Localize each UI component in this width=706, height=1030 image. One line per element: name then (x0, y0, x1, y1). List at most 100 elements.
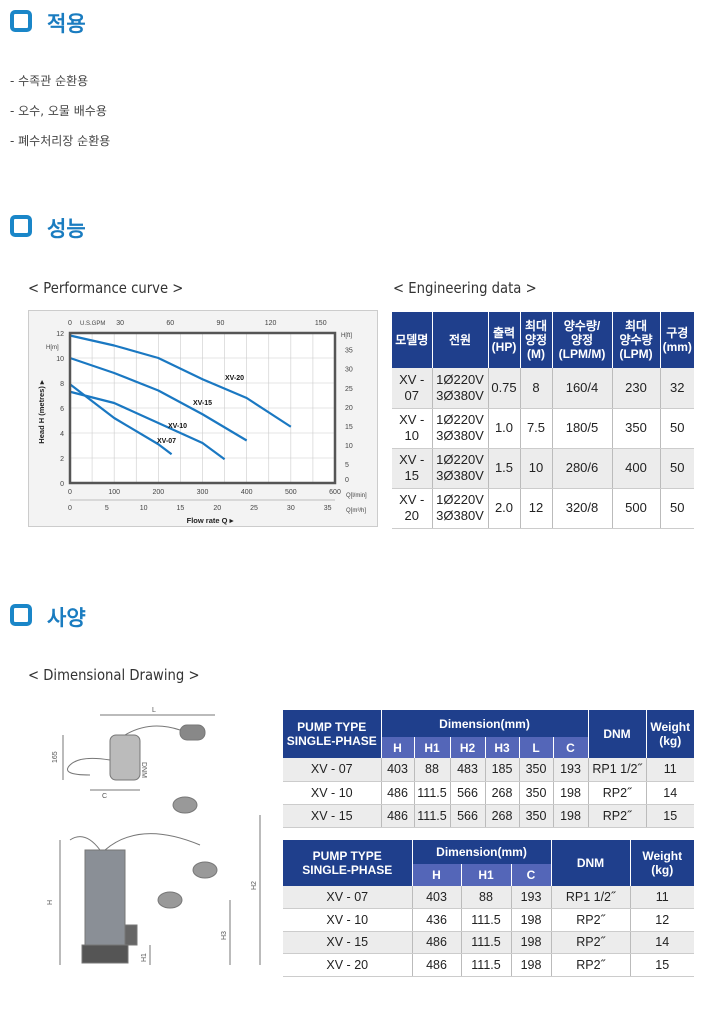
table-cell: 230 (612, 368, 661, 409)
dimension-column-header: H1 (414, 737, 451, 758)
column-header: 양수량/ 양정 (LPM/M) (552, 312, 613, 368)
table-cell: 111.5 (461, 931, 512, 954)
table-cell: 0.75 (488, 368, 521, 409)
table-cell: 350 (519, 781, 554, 805)
table-cell: 1Ø220V 3Ø380V (432, 488, 489, 529)
dim-H2: H2 (251, 881, 258, 890)
table-cell: 1.0 (488, 408, 521, 449)
table-cell: 436 (412, 908, 462, 932)
dimensional-drawing: L 165 DNM C H H2 H3 H1 (47, 707, 261, 965)
x2-unit: Q[m³/h] (346, 508, 366, 514)
table-row: XV - 10 486 111.5 566 268 350 198 RP2˝ 14 (283, 781, 694, 805)
section-title-spec: 사양 (47, 606, 86, 630)
series-line-xv-07 (69, 383, 173, 456)
plot-frame (68, 331, 337, 485)
engineering-data-label: < Engineering data > (393, 279, 537, 297)
x2-tick-label: 15 (177, 505, 185, 512)
x2-tick-label: 35 (324, 505, 332, 512)
dim-H3: H3 (221, 931, 228, 940)
pump-type-header: PUMP TYPE SINGLE-PHASE (283, 710, 382, 758)
x2-tick-label: 5 (105, 505, 109, 512)
column-header: 최대 양수량 (LPM) (612, 312, 661, 368)
table-cell: 320/8 (552, 488, 613, 529)
table-row: XV - 07 403 88 483 185 350 193 RP1 1/2˝ 11 (283, 758, 694, 782)
top-tick-label: 120 (265, 320, 277, 327)
table-cell: 50 (660, 488, 694, 529)
column-header: 전원 (432, 312, 489, 368)
table-cell: 486 (381, 781, 415, 805)
x2-tick-label: 10 (140, 505, 148, 512)
table-cell: 193 (553, 758, 589, 782)
column-header: 모델명 (392, 312, 433, 368)
x-tick-label: 300 (197, 489, 209, 496)
y-tick-label: 8 (60, 381, 64, 388)
table-cell: XV - 15 (392, 448, 433, 489)
table-cell: RP2˝ (588, 804, 647, 828)
apply-item: - 수족관 순환용 (10, 74, 89, 88)
x2-tick-label: 20 (213, 505, 221, 512)
table-cell: XV - 15 (283, 931, 413, 954)
table-cell: 486 (412, 953, 462, 977)
table-row: XV - 15 486 111.5 566 268 350 198 RP2˝ 15 (283, 804, 694, 828)
y-axis-label: Head H (metres) ▸ (37, 379, 46, 444)
performance-curve-label: < Performance curve > (28, 279, 184, 297)
y-tick-label: 10 (56, 356, 64, 363)
table-cell: 50 (660, 408, 694, 449)
table-cell: 15 (646, 804, 694, 828)
y-tick-label: 2 (60, 456, 64, 463)
weight-header: Weight (kg) (630, 840, 694, 886)
dnm-header: DNM (588, 710, 647, 758)
table-row: XV - 20 486 111.5 198 RP2˝ 15 (283, 953, 694, 977)
table-cell: 88 (414, 758, 451, 782)
top-tick-label: 30 (116, 320, 124, 327)
x-unit: Q[l/min] (346, 493, 367, 499)
table-cell: 180/5 (552, 408, 613, 449)
series-line-xv-15 (69, 356, 248, 442)
dimension-column-header: H3 (485, 737, 520, 758)
table-cell: XV - 10 (283, 781, 382, 805)
table-cell: RP2˝ (551, 931, 631, 954)
dim-H: H (47, 900, 54, 905)
dim-H1: H1 (141, 953, 148, 962)
table-cell: 111.5 (414, 804, 451, 828)
table-cell: 350 (519, 758, 554, 782)
table-cell: XV - 10 (283, 908, 413, 932)
x2-tick-label: 30 (287, 505, 295, 512)
table-cell: 88 (461, 886, 512, 909)
y-tick-label: 12 (56, 331, 64, 338)
dimension-header: Dimension(mm) (381, 710, 589, 737)
column-header: 최대 양정 (M) (520, 312, 553, 368)
table-cell: 280/6 (552, 448, 613, 489)
dnm-header: DNM (551, 840, 631, 886)
table-cell: 268 (485, 781, 520, 805)
table-cell: 111.5 (414, 781, 451, 805)
table-cell: 32 (660, 368, 694, 409)
dimension-column-header: H1 (461, 864, 512, 886)
table-cell: 198 (511, 908, 552, 932)
dim-DNM: DNM (140, 762, 147, 778)
y2-unit: H[ft] (341, 333, 352, 339)
table-cell: 8 (520, 368, 553, 409)
x-tick-label: 200 (152, 489, 164, 496)
table-row: XV - 10 436 111.5 198 RP2˝ 12 (283, 908, 694, 932)
table-row: XV - 07 1Ø220V 3Ø380V 0.75 8 160/4 230 32 (392, 368, 694, 409)
table-cell: 2.0 (488, 488, 521, 529)
dim-C: C (102, 793, 107, 800)
table-cell: 483 (450, 758, 486, 782)
series-label: XV-07 (157, 438, 176, 445)
table-row: XV - 20 1Ø220V 3Ø380V 2.0 12 320/8 500 50 (392, 488, 694, 529)
x-tick-label: 600 (329, 489, 341, 496)
y2-tick-label: 0 (345, 477, 349, 484)
table-cell: 350 (612, 408, 661, 449)
table-cell: 50 (660, 448, 694, 489)
table-cell: 7.5 (520, 408, 553, 449)
dimensional-drawing-label: < Dimensional Drawing > (28, 666, 200, 684)
section-icon (10, 10, 32, 32)
column-header: 출력 (HP) (488, 312, 521, 368)
section-title-performance: 성능 (47, 217, 86, 241)
y2-tick-label: 35 (345, 348, 353, 355)
x2-tick-label: 25 (250, 505, 258, 512)
table-cell: 14 (646, 781, 694, 805)
table-cell: 486 (412, 931, 462, 954)
